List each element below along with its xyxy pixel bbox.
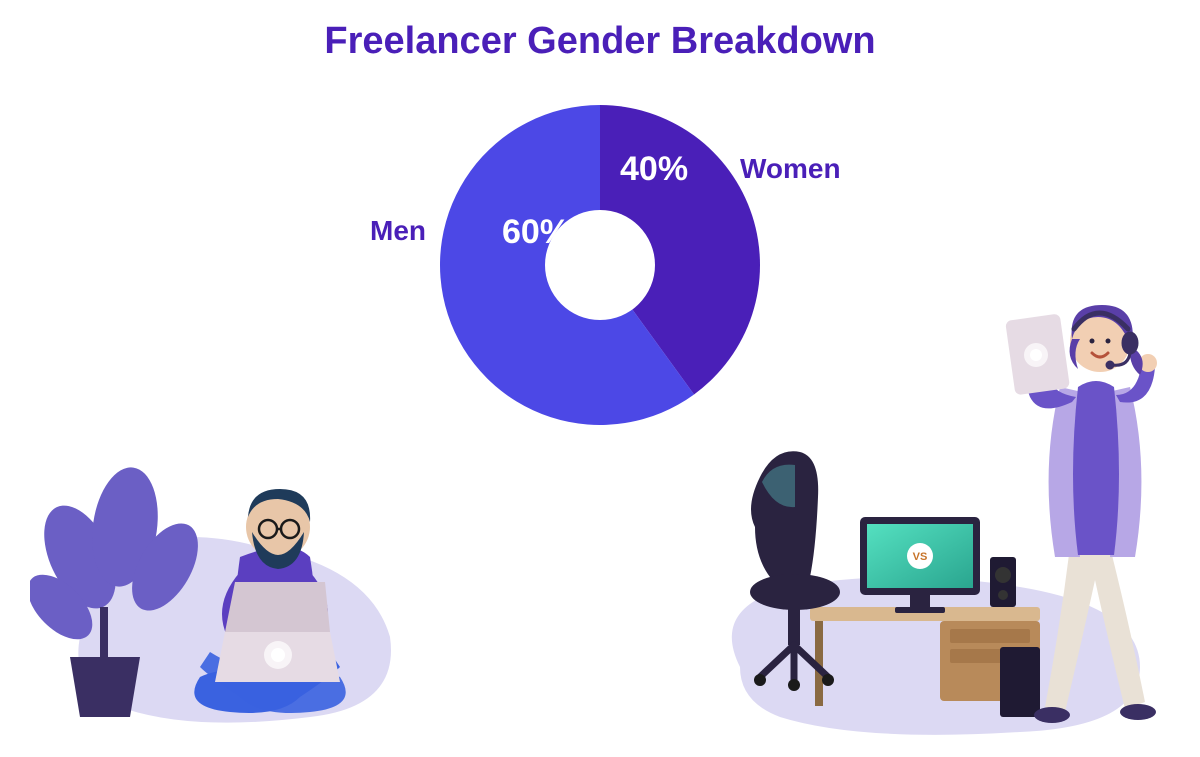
illustration-man [30, 377, 430, 737]
page-title: Freelancer Gender Breakdown [324, 20, 875, 63]
plant-stem [100, 607, 108, 662]
pc-tower [1000, 647, 1040, 717]
percent-label-women: 40% [620, 150, 688, 189]
svg-text:VS: VS [913, 551, 928, 563]
man-illustration-svg [30, 377, 430, 737]
side-label-women: Women [740, 153, 841, 185]
plant-pot [70, 657, 140, 717]
speaker [990, 557, 1016, 607]
illustration-woman: VS [700, 247, 1180, 747]
side-label-men: Men [370, 215, 426, 247]
percent-label-men: 60% [502, 213, 570, 252]
woman-illustration-svg: VS [700, 247, 1180, 747]
